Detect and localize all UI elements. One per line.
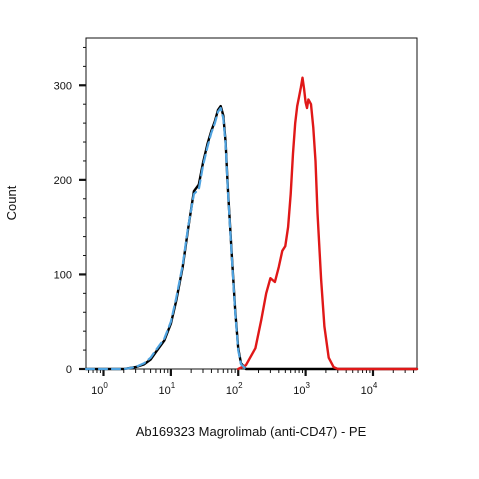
- x-tick-label: 104: [361, 381, 378, 397]
- x-tick-label: 101: [159, 381, 176, 397]
- y-tick-label: 300: [54, 80, 72, 92]
- series-line-2: [237, 76, 419, 371]
- x-axis-title: Ab169323 Magrolimab (anti-CD47) - PE: [136, 424, 367, 439]
- x-tick-label: 102: [226, 381, 243, 397]
- y-axis: 0 100 200 300: [54, 46, 86, 376]
- x-tick-label: 103: [293, 381, 310, 397]
- x-axis: 100 101 102 103 104: [88, 369, 415, 397]
- y-tick-label: 100: [54, 269, 72, 281]
- series-line-1: [84, 104, 419, 371]
- series-layer: [84, 76, 419, 371]
- y-tick-label: 200: [54, 175, 72, 187]
- y-tick-label: 0: [66, 364, 72, 376]
- x-tick-label: 100: [91, 381, 108, 397]
- series-line-0: [84, 106, 247, 371]
- plot-frame: [85, 37, 418, 370]
- y-axis-title: Count: [4, 185, 19, 220]
